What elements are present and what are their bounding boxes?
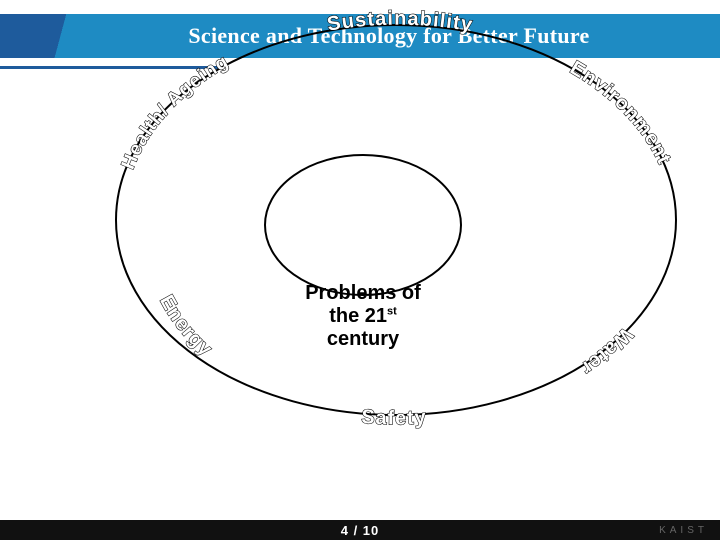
inner-ellipse (265, 155, 461, 295)
page-number: 4 / 10 (341, 523, 380, 538)
center-line1: Problems of (293, 282, 433, 305)
label-safety: Safety (361, 406, 428, 430)
footer-bar: 4 / 10 KAIST (0, 520, 720, 540)
label-environment: Environment (566, 57, 675, 168)
label-energy: Energy (155, 291, 217, 360)
diagram-area: Sustainability Environment Water Safety … (0, 80, 720, 520)
label-water: Water (576, 323, 636, 379)
label-sustainability: Sustainability (326, 8, 475, 37)
footer-brand: KAIST (659, 525, 708, 536)
center-line2: the 21st century (293, 305, 433, 351)
center-label: Problems of the 21st century (293, 282, 433, 351)
label-health-ageing: Health/ Ageing (118, 51, 233, 172)
slide: Science and Technology for Better Future (0, 0, 720, 540)
diagram-svg: Sustainability Environment Water Safety … (0, 0, 720, 440)
